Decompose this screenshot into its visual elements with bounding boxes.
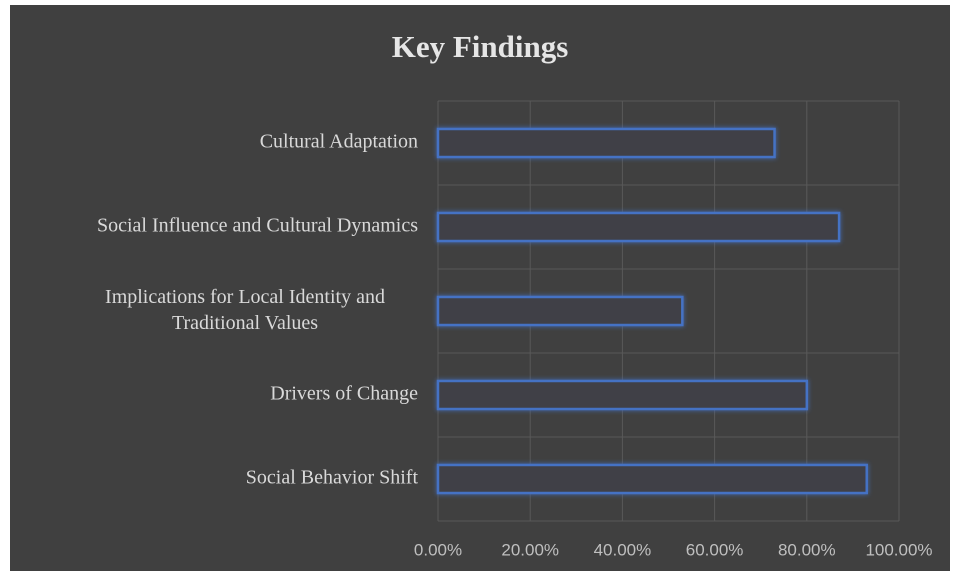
bar [436, 463, 868, 495]
y-tick-label: Drivers of Change [270, 383, 418, 405]
bar [436, 295, 684, 327]
y-tick-label: Cultural Adaptation [260, 131, 418, 153]
y-tick-label: Social Behavior Shift [246, 467, 419, 489]
x-tick-label: 20.00% [501, 540, 559, 559]
x-tick-label: 60.00% [686, 540, 744, 559]
x-tick-label: 40.00% [594, 540, 652, 559]
bar [436, 127, 776, 159]
y-tick-label: Social Influence and Cultural Dynamics [97, 215, 418, 237]
x-tick-label: 100.00% [865, 540, 932, 559]
chart-title: Key Findings [392, 29, 569, 64]
bar [436, 211, 841, 243]
y-tick-label: Implications for Local Identity and Tradi… [105, 286, 385, 334]
x-tick-label: 80.00% [778, 540, 836, 559]
x-tick-label: 0.00% [414, 540, 462, 559]
bar [436, 379, 809, 411]
